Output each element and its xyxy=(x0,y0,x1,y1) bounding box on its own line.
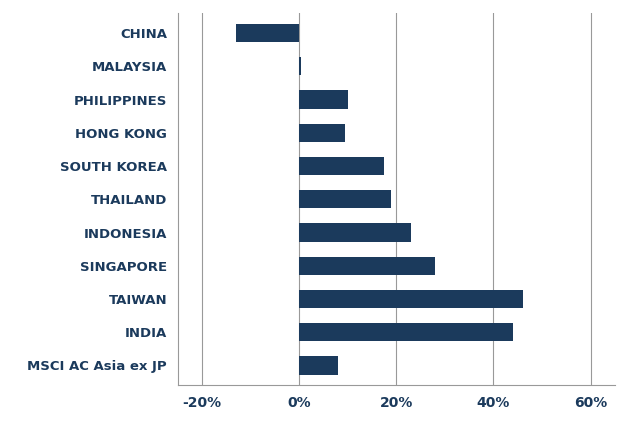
Bar xyxy=(299,290,522,308)
Bar xyxy=(299,323,513,341)
Bar xyxy=(299,124,345,142)
Bar xyxy=(299,57,302,75)
Bar xyxy=(299,157,384,175)
Bar xyxy=(236,24,299,42)
Bar xyxy=(299,357,338,374)
Bar xyxy=(299,190,391,208)
Bar xyxy=(299,90,347,109)
Bar xyxy=(299,223,411,242)
Bar xyxy=(299,257,435,275)
